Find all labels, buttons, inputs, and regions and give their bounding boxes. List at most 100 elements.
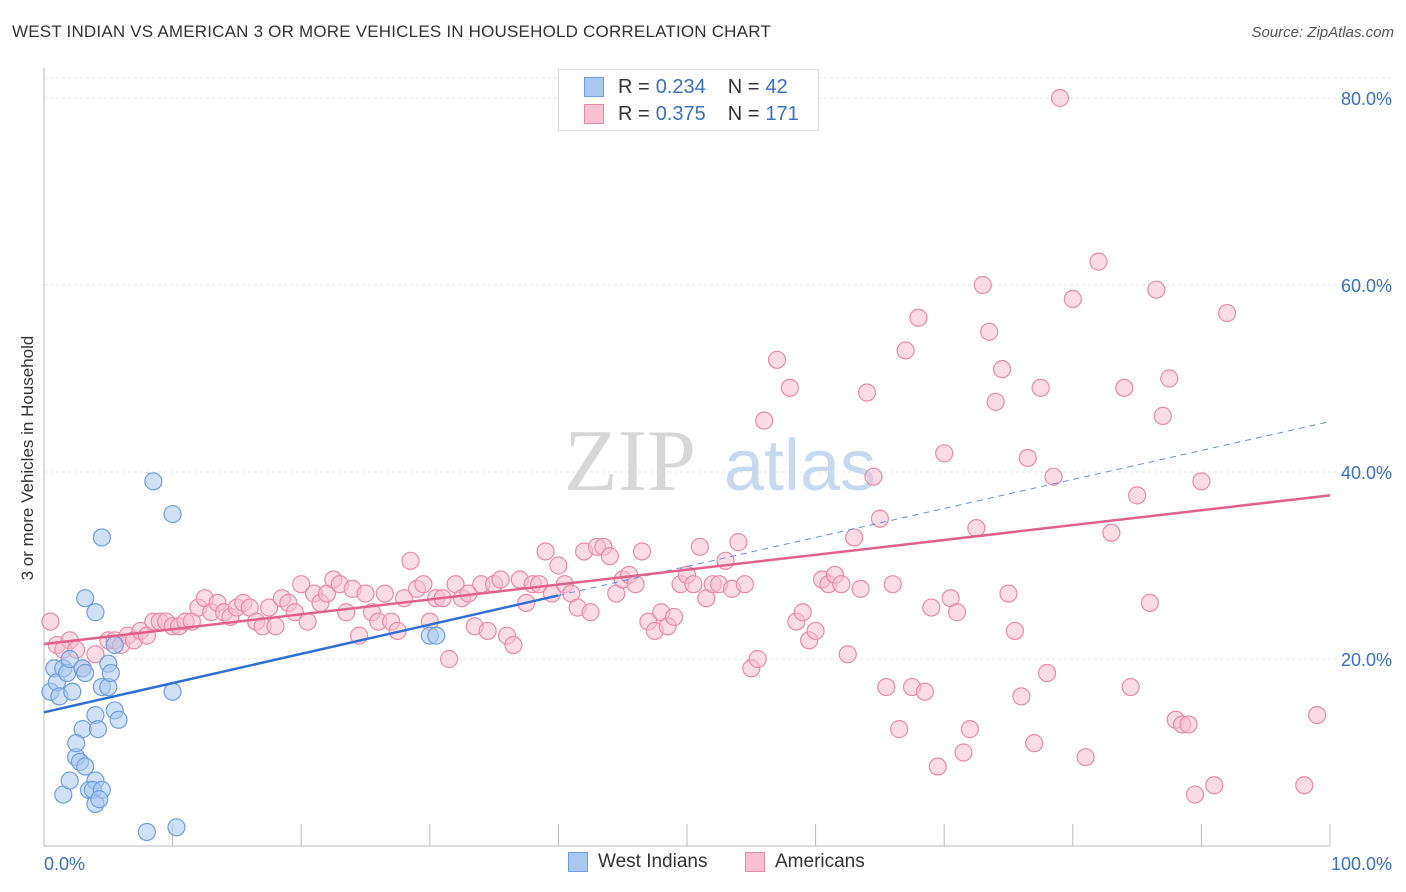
data-point — [1063, 289, 1082, 309]
x-tick-label: 0.0% — [44, 854, 85, 874]
data-points — [41, 88, 1327, 842]
data-point — [928, 757, 947, 776]
data-point — [1295, 776, 1314, 795]
legend-n-value: 42 — [765, 75, 788, 98]
data-point — [356, 584, 375, 603]
data-point — [857, 383, 877, 402]
data-point — [1012, 687, 1031, 706]
legend-swatch-pink — [584, 104, 604, 124]
data-point — [845, 528, 864, 547]
data-point — [883, 575, 902, 594]
data-point — [86, 645, 105, 664]
data-point — [375, 584, 394, 603]
data-point — [851, 579, 870, 598]
data-point — [67, 734, 86, 753]
data-point — [684, 575, 703, 594]
data-point — [144, 472, 163, 491]
data-point — [167, 818, 186, 837]
data-point — [1147, 280, 1166, 299]
data-point — [838, 645, 857, 664]
data-point — [478, 621, 497, 641]
data-point — [665, 607, 684, 627]
data-point — [909, 308, 928, 327]
legend-r-label: R = — [618, 102, 650, 125]
data-point — [1140, 593, 1160, 613]
data-point — [101, 663, 120, 683]
data-point — [427, 626, 446, 645]
data-point — [1160, 369, 1179, 388]
trend-line — [43, 594, 559, 714]
data-point — [986, 392, 1005, 411]
legend: R = 0.234 N = 42 R = 0.375 N = 171 — [558, 69, 819, 131]
data-point — [973, 275, 992, 295]
watermark-atlas: atlas — [724, 426, 876, 506]
legend-row-americans: R = 0.375 N = 171 — [584, 102, 799, 126]
watermark-zip: ZIP — [564, 413, 696, 510]
data-point — [63, 682, 82, 701]
data-point — [414, 575, 433, 594]
data-point — [999, 584, 1018, 603]
trend-line — [43, 494, 1331, 646]
data-point — [1102, 523, 1121, 542]
data-point — [76, 663, 95, 683]
legend-r-label: R = — [618, 75, 650, 98]
data-point — [60, 771, 79, 790]
data-point — [1308, 705, 1327, 725]
data-point — [1005, 621, 1025, 641]
legend-n-label: N = — [727, 102, 760, 125]
bottom-legend-label: West Indians — [598, 851, 708, 872]
bottom-legend-west-indians: West Indians — [568, 851, 707, 873]
data-point — [1115, 378, 1134, 397]
data-point — [1076, 748, 1095, 767]
data-point — [600, 547, 619, 566]
data-point — [401, 551, 420, 570]
y-tick-label: 60.0% — [1341, 276, 1392, 296]
y-tick-label: 80.0% — [1341, 89, 1392, 109]
data-point — [536, 542, 555, 561]
data-point — [163, 504, 182, 524]
data-point — [1018, 448, 1037, 468]
bottom-legend-label: Americans — [775, 851, 865, 872]
data-point — [1205, 776, 1224, 795]
data-point — [1218, 303, 1237, 323]
data-point — [806, 621, 825, 641]
data-point — [832, 575, 851, 594]
legend-row-west-indians: R = 0.234 N = 42 — [584, 75, 788, 99]
data-point — [735, 575, 754, 594]
trend-lines — [43, 421, 1331, 714]
data-point — [922, 598, 941, 617]
data-point — [1127, 486, 1147, 505]
data-point — [632, 542, 652, 561]
data-point — [88, 720, 108, 739]
data-point — [1031, 378, 1050, 397]
legend-swatch-blue — [584, 77, 604, 97]
data-point — [86, 603, 105, 622]
data-point — [690, 537, 709, 556]
data-point — [967, 518, 986, 538]
data-point — [439, 649, 459, 669]
data-point — [90, 790, 109, 809]
y-tick-label: 40.0% — [1341, 463, 1392, 483]
data-point — [896, 341, 915, 360]
data-point — [581, 603, 600, 622]
data-point — [504, 635, 523, 655]
data-point — [92, 528, 111, 547]
data-point — [1192, 472, 1211, 491]
data-point — [980, 322, 999, 341]
data-point — [109, 710, 128, 729]
bottom-legend-americans: Americans — [745, 851, 865, 873]
data-point — [266, 617, 285, 636]
axes — [43, 68, 1331, 847]
data-point — [1179, 715, 1198, 734]
data-point — [105, 635, 124, 655]
data-point — [491, 570, 510, 589]
bottom-legend-swatch-pink — [745, 852, 765, 872]
data-point — [890, 720, 909, 739]
source-label: Source: ZipAtlas.com — [1251, 24, 1394, 41]
data-point — [1037, 663, 1057, 683]
data-point — [549, 556, 568, 575]
data-point — [954, 743, 973, 762]
data-point — [76, 757, 95, 776]
data-point — [60, 649, 79, 669]
legend-n-value: 171 — [765, 102, 799, 125]
